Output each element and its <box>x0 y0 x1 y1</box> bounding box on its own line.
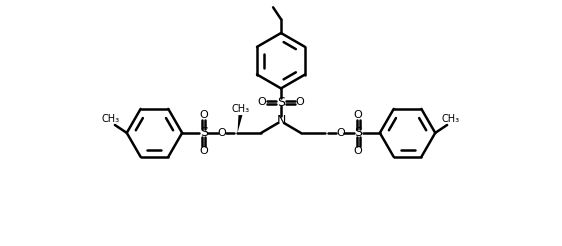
Text: O: O <box>353 146 362 156</box>
Text: O: O <box>296 97 304 107</box>
Text: S: S <box>200 126 208 139</box>
Text: O: O <box>200 146 209 156</box>
Text: CH₃: CH₃ <box>232 104 250 114</box>
Text: O: O <box>217 128 226 138</box>
Text: S: S <box>277 96 285 109</box>
Text: N: N <box>277 114 285 126</box>
Text: O: O <box>200 110 209 120</box>
Text: S: S <box>354 126 362 139</box>
Text: CH₃: CH₃ <box>442 114 460 124</box>
Text: O: O <box>353 110 362 120</box>
Text: O: O <box>258 97 266 107</box>
Polygon shape <box>238 115 242 133</box>
Text: O: O <box>336 128 345 138</box>
Text: CH₃: CH₃ <box>102 114 120 124</box>
